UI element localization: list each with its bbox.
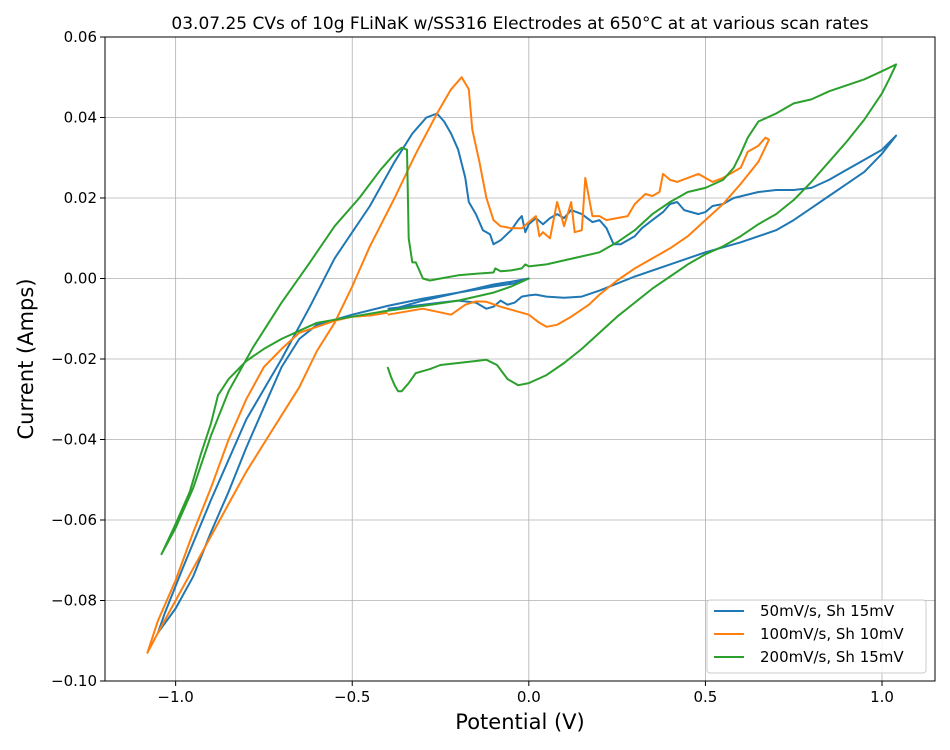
x-tick-label: 1.0 <box>870 688 894 706</box>
y-tick-label: −0.04 <box>51 431 97 449</box>
legend: 50mV/s, Sh 15mV 100mV/s, Sh 10mV 200mV/s… <box>706 599 927 674</box>
series-50mv-line <box>157 112 898 634</box>
y-axis-label: Current (Amps) <box>14 278 38 439</box>
series-100mv-line <box>146 76 770 654</box>
legend-label-100mv: 100mV/s, Sh 10mV <box>760 625 904 643</box>
y-tick-label: −0.06 <box>51 511 97 529</box>
y-tick-label: −0.08 <box>51 592 97 610</box>
y-tick-label: 0.00 <box>64 270 97 288</box>
series-group <box>146 63 898 654</box>
y-tick-label: 0.06 <box>64 28 97 46</box>
legend-box <box>706 599 927 674</box>
ticks: −1.0 −0.5 0.0 0.5 1.0 −0.10 −0.08 −0.06 −0.04 −0.… <box>51 28 894 706</box>
y-tick-label: −0.02 <box>51 350 97 368</box>
chart-title: 03.07.25 CVs of 10g FLiNaK w/SS316 Elect… <box>171 14 868 34</box>
series-200mv-line <box>160 63 898 556</box>
y-tick-label: −0.10 <box>51 672 97 690</box>
legend-label-200mv: 200mV/s, Sh 15mV <box>760 648 904 666</box>
x-tick-label: −1.0 <box>157 688 193 706</box>
y-tick-label: 0.02 <box>64 189 97 207</box>
x-tick-label: 0.0 <box>517 688 541 706</box>
y-tick-label: 0.04 <box>64 109 97 127</box>
x-tick-label: 0.5 <box>693 688 717 706</box>
legend-label-50mv: 50mV/s, Sh 15mV <box>760 602 895 620</box>
x-tick-label: −0.5 <box>334 688 370 706</box>
x-axis-label: Potential (V) <box>455 710 584 734</box>
